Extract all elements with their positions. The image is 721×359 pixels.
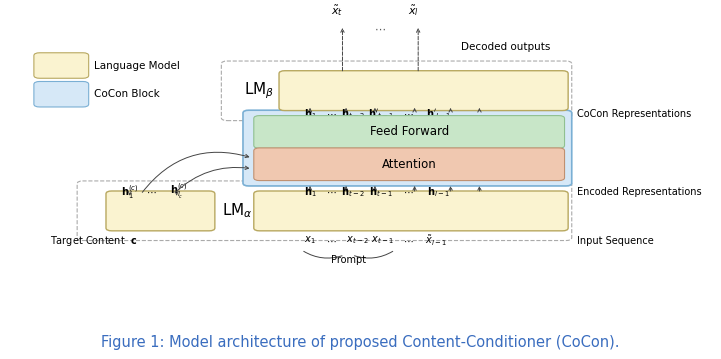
FancyBboxPatch shape bbox=[106, 191, 215, 231]
Text: $\tilde{x}_l$: $\tilde{x}_l$ bbox=[407, 3, 419, 18]
FancyBboxPatch shape bbox=[279, 71, 568, 111]
Text: $\mathrm{LM}_\beta$: $\mathrm{LM}_\beta$ bbox=[244, 80, 274, 101]
Text: $x_{t-2}$: $x_{t-2}$ bbox=[345, 235, 368, 246]
Text: Language Model: Language Model bbox=[94, 61, 180, 70]
Text: $x_{t-1}$: $x_{t-1}$ bbox=[371, 235, 394, 246]
Text: $\cdots$: $\cdots$ bbox=[327, 187, 337, 197]
Text: Decoded outputs: Decoded outputs bbox=[461, 42, 551, 52]
Text: CoCon Representations: CoCon Representations bbox=[577, 109, 691, 119]
FancyBboxPatch shape bbox=[254, 148, 565, 181]
FancyBboxPatch shape bbox=[34, 81, 89, 107]
Text: Feed Forward: Feed Forward bbox=[370, 125, 449, 138]
Text: Attention: Attention bbox=[382, 158, 437, 171]
Text: Encoded Representations: Encoded Representations bbox=[577, 187, 702, 197]
FancyBboxPatch shape bbox=[34, 53, 89, 78]
Text: $\mathbf{h}'_{l-1}$: $\mathbf{h}'_{l-1}$ bbox=[426, 107, 451, 121]
Text: CoCon Block: CoCon Block bbox=[94, 89, 159, 99]
Text: $\cdots$: $\cdots$ bbox=[374, 24, 386, 34]
FancyBboxPatch shape bbox=[254, 191, 568, 231]
Text: $\mathbf{h}_{l-1}$: $\mathbf{h}_{l-1}$ bbox=[427, 185, 450, 199]
Text: $\tilde{x}_t$: $\tilde{x}_t$ bbox=[332, 3, 343, 18]
Text: $\mathbf{h}_{t-1}$: $\mathbf{h}_{t-1}$ bbox=[369, 185, 392, 199]
Text: $\cdots$: $\cdots$ bbox=[327, 236, 337, 246]
Text: $\mathbf{h}_{t-2}$: $\mathbf{h}_{t-2}$ bbox=[342, 185, 365, 199]
Text: Figure 1: Model architecture of proposed Content-Conditioner (CoCon).: Figure 1: Model architecture of proposed… bbox=[101, 335, 620, 350]
Text: $\cdots$: $\cdots$ bbox=[146, 187, 156, 197]
Text: $\mathbf{h}_1$: $\mathbf{h}_1$ bbox=[304, 107, 317, 121]
Text: $\mathrm{LM}_\alpha$: $\mathrm{LM}_\alpha$ bbox=[221, 201, 252, 220]
Text: $\tilde{x}_{l-1}$: $\tilde{x}_{l-1}$ bbox=[425, 233, 447, 248]
FancyBboxPatch shape bbox=[254, 116, 565, 148]
Text: $\mathbf{h}_1^{(c)}$: $\mathbf{h}_1^{(c)}$ bbox=[121, 183, 138, 201]
Text: $x_1$: $x_1$ bbox=[304, 235, 316, 246]
Text: $\mathbf{h}_1$: $\mathbf{h}_1$ bbox=[304, 185, 317, 199]
Text: Prompt: Prompt bbox=[331, 255, 366, 265]
Text: Input Sequence: Input Sequence bbox=[577, 236, 653, 246]
Text: $\cdots$: $\cdots$ bbox=[327, 109, 337, 119]
Text: $\mathbf{h}_{t-2}$: $\mathbf{h}_{t-2}$ bbox=[342, 107, 365, 121]
FancyBboxPatch shape bbox=[243, 110, 572, 186]
Text: $\mathbf{h}'_{t-1}$: $\mathbf{h}'_{t-1}$ bbox=[368, 107, 394, 121]
Text: $\cdots$: $\cdots$ bbox=[403, 187, 413, 197]
Text: $\mathbf{h}_{l_c}^{(c)}$: $\mathbf{h}_{l_c}^{(c)}$ bbox=[170, 182, 187, 201]
Text: Target Content  $\mathbf{c}$: Target Content $\mathbf{c}$ bbox=[50, 234, 137, 247]
Text: $\cdots$: $\cdots$ bbox=[403, 109, 413, 119]
Text: $\cdots$: $\cdots$ bbox=[403, 236, 413, 246]
